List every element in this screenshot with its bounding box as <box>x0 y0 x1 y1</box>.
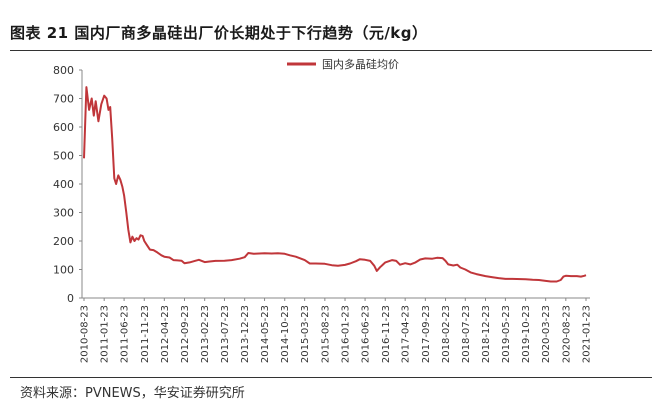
x-tick-label: 2020-08-23 <box>561 305 572 363</box>
x-tick-label: 2014-05-23 <box>260 305 271 363</box>
x-tick-label: 2013-02-23 <box>200 305 211 363</box>
x-tick-label: 2014-10-23 <box>280 305 291 363</box>
legend-label: 国内多晶硅均价 <box>322 57 399 71</box>
y-tick-label: 800 <box>53 64 74 77</box>
x-tick-label: 2016-06-23 <box>361 305 372 363</box>
y-tick-label: 100 <box>53 264 74 277</box>
x-tick-label: 2017-09-23 <box>421 305 432 363</box>
x-tick-label: 2018-02-23 <box>441 305 452 363</box>
title-underline <box>10 50 652 51</box>
x-tick-label: 2011-01-23 <box>100 305 111 363</box>
y-axis: 0 100 200 300 400 500 600 700 800 <box>53 64 83 305</box>
y-tick-label: 700 <box>53 93 74 106</box>
x-tick-label: 2011-11-23 <box>140 305 151 363</box>
y-tick-label: 500 <box>53 150 74 163</box>
x-tick-label: 2012-09-23 <box>180 305 191 363</box>
y-tick-label: 600 <box>53 121 74 134</box>
x-tick-label: 2011-06-23 <box>120 305 131 363</box>
source-note: 资料来源：PVNEWS，华安证券研究所 <box>20 386 245 401</box>
y-tick-label: 200 <box>53 235 74 248</box>
x-tick-label: 2015-03-23 <box>300 305 311 363</box>
series-layer <box>83 86 587 283</box>
y-tick-label: 400 <box>53 178 74 191</box>
y-tick-label: 0 <box>67 292 74 305</box>
x-tick-label: 2018-07-23 <box>461 305 472 363</box>
x-tick-label: 2017-04-23 <box>401 305 412 363</box>
x-tick-label: 2019-10-23 <box>521 305 532 363</box>
source-divider <box>10 377 652 378</box>
x-tick-label: 2018-12-23 <box>481 305 492 363</box>
x-tick-label: 2013-07-23 <box>220 305 231 363</box>
x-tick-label: 2012-04-23 <box>160 305 171 363</box>
x-tick-label: 2021-01-23 <box>582 305 593 363</box>
x-tick-label: 2020-03-23 <box>541 305 552 363</box>
x-tick-label: 2016-01-23 <box>341 305 352 363</box>
x-ticks: 2010-08-23 2011-01-23 2011-06-23 2011-11-23… <box>80 298 593 363</box>
legend: 国内多晶硅均价 <box>287 57 399 71</box>
y-ticks: 0 100 200 300 400 500 600 700 800 <box>53 64 82 305</box>
x-tick-label: 2013-12-23 <box>240 305 251 363</box>
x-tick-label: 2019-05-23 <box>501 305 512 363</box>
x-tick-label: 2016-11-23 <box>381 305 392 363</box>
y-tick-label: 300 <box>53 207 74 220</box>
x-tick-label: 2015-08-23 <box>320 305 331 363</box>
figure-title: 图表 21 国内厂商多晶硅出厂价长期处于下行趋势（元/kg） <box>10 24 428 42</box>
x-axis: 2010-08-23 2011-01-23 2011-06-23 2011-11-23… <box>80 297 593 363</box>
series-line-0 <box>83 86 587 283</box>
x-tick-label: 2010-08-23 <box>80 305 91 363</box>
